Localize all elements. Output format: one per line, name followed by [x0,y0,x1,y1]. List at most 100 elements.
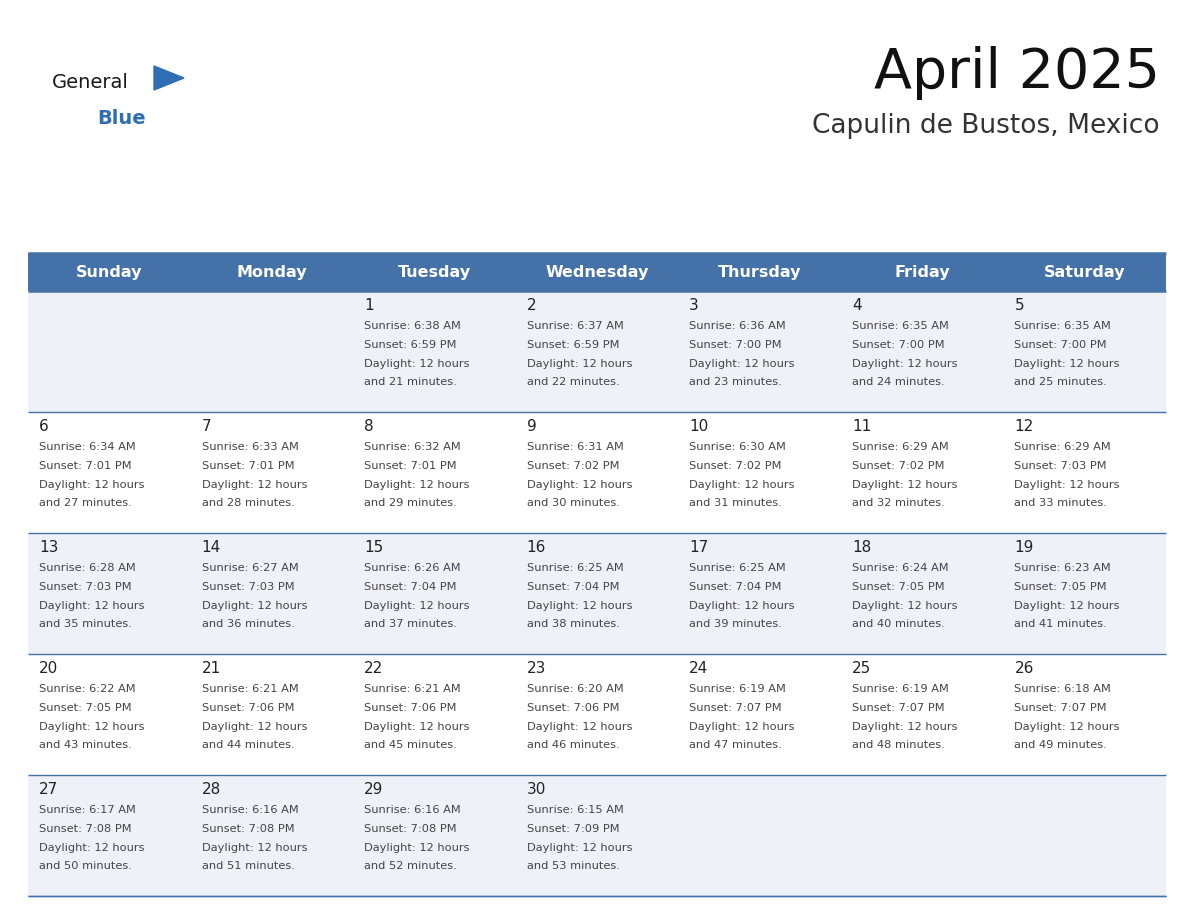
Text: Sunset: 7:04 PM: Sunset: 7:04 PM [526,582,619,592]
Text: 5: 5 [1015,298,1024,313]
Text: Sunset: 7:03 PM: Sunset: 7:03 PM [202,582,295,592]
Text: and 44 minutes.: and 44 minutes. [202,741,295,750]
Text: 1: 1 [365,298,374,313]
Text: Daylight: 12 hours: Daylight: 12 hours [365,843,469,853]
Bar [29,291,1165,412]
Bar [29,253,1165,291]
Text: Daylight: 12 hours: Daylight: 12 hours [1015,359,1120,369]
Text: 24: 24 [689,661,708,676]
Text: Sunset: 7:08 PM: Sunset: 7:08 PM [202,823,295,834]
Text: Tuesday: Tuesday [398,264,470,279]
Text: Sunrise: 6:35 AM: Sunrise: 6:35 AM [1015,321,1111,331]
Text: and 35 minutes.: and 35 minutes. [39,620,132,630]
Text: Sunset: 7:07 PM: Sunset: 7:07 PM [1015,703,1107,712]
Text: Sunrise: 6:35 AM: Sunrise: 6:35 AM [852,321,949,331]
Text: Sunrise: 6:32 AM: Sunrise: 6:32 AM [365,442,461,452]
Text: Daylight: 12 hours: Daylight: 12 hours [202,479,307,489]
Text: and 24 minutes.: and 24 minutes. [852,377,944,387]
Text: and 32 minutes.: and 32 minutes. [852,498,944,509]
Text: 14: 14 [202,540,221,555]
Text: Sunset: 7:02 PM: Sunset: 7:02 PM [852,461,944,471]
Text: Sunrise: 6:29 AM: Sunrise: 6:29 AM [852,442,948,452]
Text: 6: 6 [39,419,49,434]
Text: 18: 18 [852,540,871,555]
Text: 25: 25 [852,661,871,676]
Text: Daylight: 12 hours: Daylight: 12 hours [526,479,632,489]
Text: Sunset: 7:05 PM: Sunset: 7:05 PM [39,703,132,712]
Text: Thursday: Thursday [718,264,802,279]
Text: Sunrise: 6:16 AM: Sunrise: 6:16 AM [365,805,461,815]
Text: Sunrise: 6:38 AM: Sunrise: 6:38 AM [365,321,461,331]
Text: Sunset: 7:01 PM: Sunset: 7:01 PM [39,461,132,471]
Text: Daylight: 12 hours: Daylight: 12 hours [1015,600,1120,610]
Text: Sunrise: 6:37 AM: Sunrise: 6:37 AM [526,321,624,331]
Text: Sunset: 6:59 PM: Sunset: 6:59 PM [526,340,619,350]
Text: Sunset: 7:02 PM: Sunset: 7:02 PM [526,461,619,471]
Text: and 23 minutes.: and 23 minutes. [689,377,782,387]
Text: Saturday: Saturday [1044,264,1125,279]
Text: and 49 minutes.: and 49 minutes. [1015,741,1107,750]
Text: and 33 minutes.: and 33 minutes. [1015,498,1107,509]
Bar [29,412,1165,533]
Text: Blue: Blue [97,109,146,128]
Text: and 41 minutes.: and 41 minutes. [1015,620,1107,630]
Text: Daylight: 12 hours: Daylight: 12 hours [526,722,632,732]
Text: April 2025: April 2025 [874,46,1159,100]
Text: 8: 8 [365,419,374,434]
Text: and 46 minutes.: and 46 minutes. [526,741,619,750]
Text: Daylight: 12 hours: Daylight: 12 hours [39,479,145,489]
Text: Sunset: 7:05 PM: Sunset: 7:05 PM [852,582,944,592]
Text: 2: 2 [526,298,536,313]
Text: Daylight: 12 hours: Daylight: 12 hours [365,600,469,610]
Text: 3: 3 [689,298,699,313]
Text: 27: 27 [39,782,58,797]
Text: Daylight: 12 hours: Daylight: 12 hours [689,359,795,369]
Text: Sunset: 7:04 PM: Sunset: 7:04 PM [365,582,456,592]
Text: Sunrise: 6:33 AM: Sunrise: 6:33 AM [202,442,298,452]
Text: 21: 21 [202,661,221,676]
Text: and 53 minutes.: and 53 minutes. [526,861,620,871]
Text: Sunrise: 6:22 AM: Sunrise: 6:22 AM [39,684,135,694]
Text: and 29 minutes.: and 29 minutes. [365,498,457,509]
Text: and 37 minutes.: and 37 minutes. [365,620,457,630]
Text: Wednesday: Wednesday [545,264,649,279]
Text: Sunrise: 6:28 AM: Sunrise: 6:28 AM [39,563,135,573]
Text: Daylight: 12 hours: Daylight: 12 hours [365,359,469,369]
Text: 23: 23 [526,661,546,676]
Text: Daylight: 12 hours: Daylight: 12 hours [202,600,307,610]
Text: 26: 26 [1015,661,1034,676]
Text: and 51 minutes.: and 51 minutes. [202,861,295,871]
Text: 19: 19 [1015,540,1034,555]
Text: and 30 minutes.: and 30 minutes. [526,498,620,509]
Text: and 21 minutes.: and 21 minutes. [365,377,457,387]
Text: Daylight: 12 hours: Daylight: 12 hours [39,722,145,732]
Text: Daylight: 12 hours: Daylight: 12 hours [526,359,632,369]
Text: Sunset: 7:04 PM: Sunset: 7:04 PM [689,582,782,592]
Text: Daylight: 12 hours: Daylight: 12 hours [202,722,307,732]
Text: Sunrise: 6:25 AM: Sunrise: 6:25 AM [526,563,624,573]
Text: Daylight: 12 hours: Daylight: 12 hours [689,722,795,732]
Text: Sunday: Sunday [76,264,143,279]
Text: Daylight: 12 hours: Daylight: 12 hours [365,479,469,489]
Text: Daylight: 12 hours: Daylight: 12 hours [852,722,958,732]
Text: Sunrise: 6:15 AM: Sunrise: 6:15 AM [526,805,624,815]
Text: Sunrise: 6:26 AM: Sunrise: 6:26 AM [365,563,461,573]
Text: and 38 minutes.: and 38 minutes. [526,620,620,630]
Text: 30: 30 [526,782,546,797]
Text: Sunset: 7:01 PM: Sunset: 7:01 PM [202,461,295,471]
Text: and 22 minutes.: and 22 minutes. [526,377,619,387]
Text: Sunset: 7:01 PM: Sunset: 7:01 PM [365,461,456,471]
Text: Sunset: 7:02 PM: Sunset: 7:02 PM [689,461,782,471]
Text: Sunrise: 6:24 AM: Sunrise: 6:24 AM [852,563,948,573]
Text: Sunrise: 6:21 AM: Sunrise: 6:21 AM [365,684,461,694]
Text: Daylight: 12 hours: Daylight: 12 hours [39,843,145,853]
Text: Sunrise: 6:25 AM: Sunrise: 6:25 AM [689,563,786,573]
Text: Sunset: 7:00 PM: Sunset: 7:00 PM [1015,340,1107,350]
Text: Sunrise: 6:19 AM: Sunrise: 6:19 AM [689,684,786,694]
Text: Daylight: 12 hours: Daylight: 12 hours [689,479,795,489]
Text: Sunrise: 6:30 AM: Sunrise: 6:30 AM [689,442,786,452]
Text: Sunset: 7:00 PM: Sunset: 7:00 PM [852,340,944,350]
Text: 17: 17 [689,540,708,555]
Text: and 45 minutes.: and 45 minutes. [365,741,457,750]
Text: Capulin de Bustos, Mexico: Capulin de Bustos, Mexico [813,113,1159,139]
